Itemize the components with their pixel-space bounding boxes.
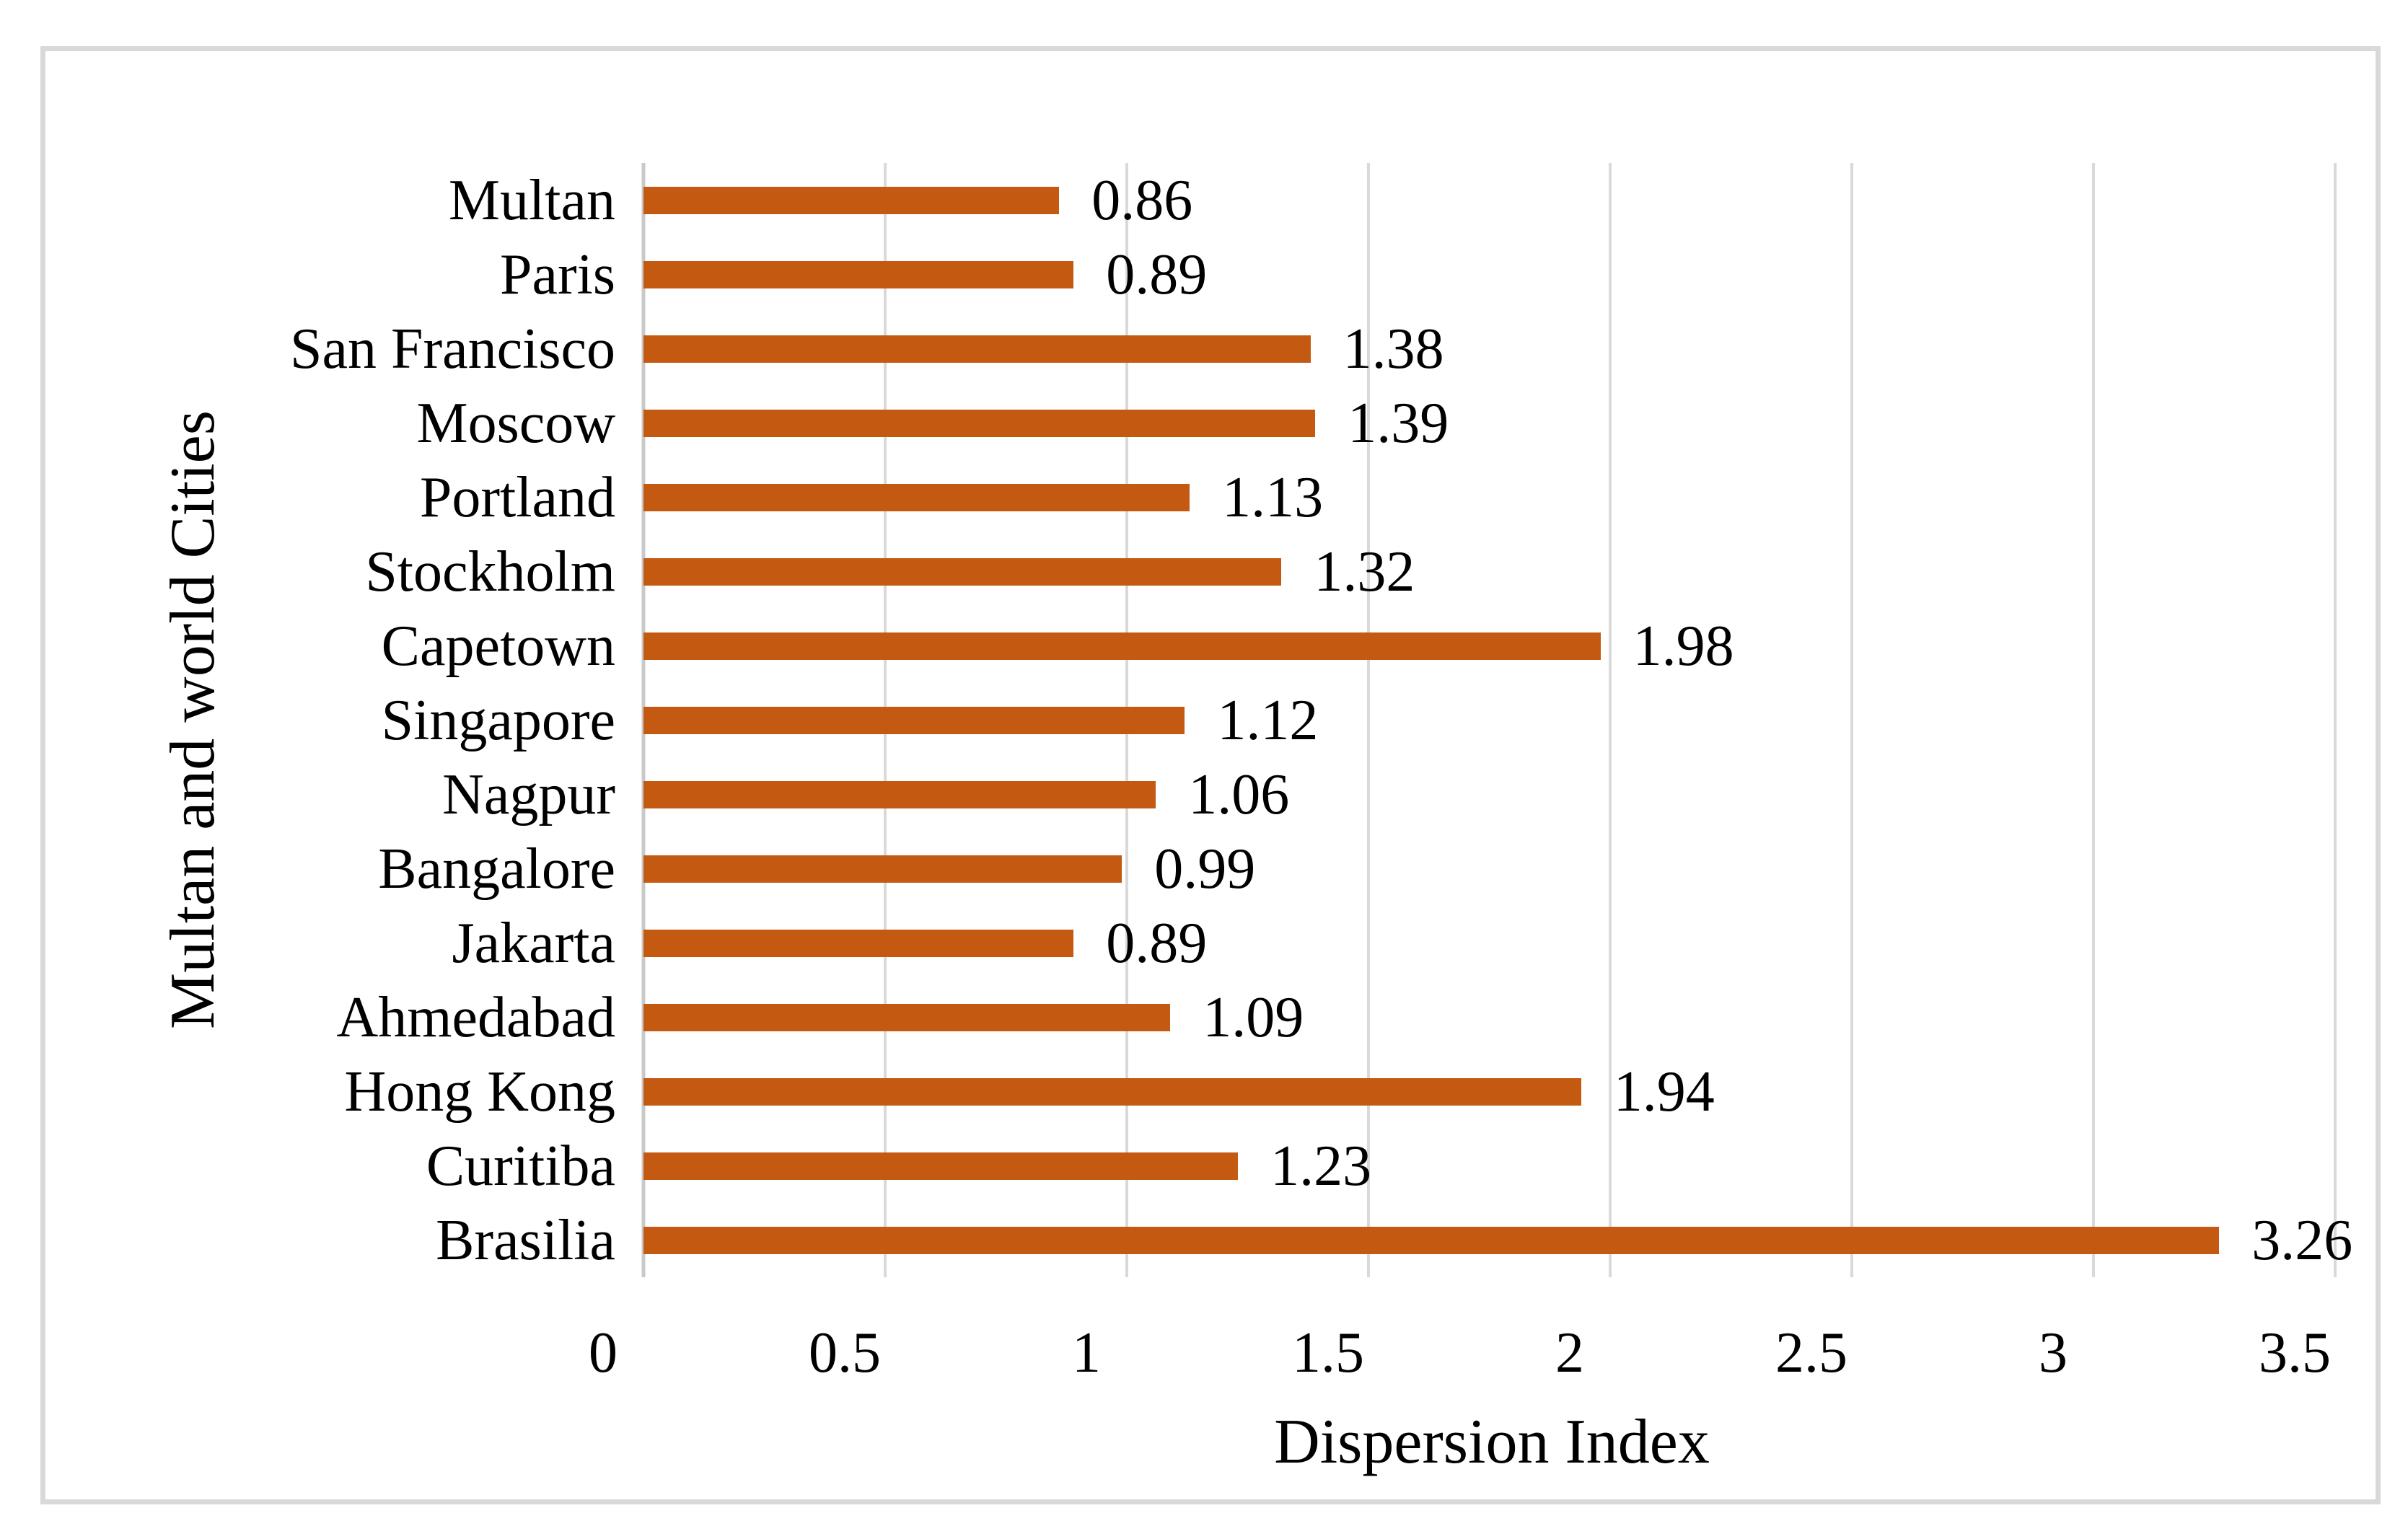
category-label: Brasilia <box>436 1208 615 1272</box>
category-label: Nagpur <box>442 762 615 826</box>
x-tick-label: 1 <box>1072 1321 1101 1385</box>
bar <box>643 260 1074 288</box>
category-label: Singapore <box>381 688 615 752</box>
gridline <box>1367 163 1370 1277</box>
chart-frame: Multan and world Cities Multan Paris San F… <box>40 46 2381 1504</box>
bar-value-label: 1.32 <box>1314 539 1415 604</box>
category-label: Moscow <box>416 391 615 455</box>
category-label: Bangalore <box>378 837 615 901</box>
bar <box>643 186 1060 214</box>
category-label: Curitiba <box>426 1134 615 1198</box>
bar-value-label: 1.13 <box>1222 465 1324 529</box>
category-label: Hong Kong <box>344 1059 615 1124</box>
bar <box>643 1226 2220 1254</box>
bar-value-label: 0.89 <box>1106 242 1208 307</box>
bar-value-label: 1.12 <box>1217 688 1319 752</box>
gridline <box>1850 163 1853 1277</box>
bar <box>643 557 1282 586</box>
x-tick-label: 3 <box>2039 1321 2068 1385</box>
x-tick-label: 1.5 <box>1292 1321 1364 1385</box>
bar-value-label: 0.99 <box>1154 837 1256 901</box>
bar-value-label: 1.09 <box>1203 985 1304 1049</box>
x-tick-label: 2 <box>1555 1321 1584 1385</box>
bar-value-label: 1.06 <box>1188 762 1290 826</box>
bar <box>643 1003 1171 1031</box>
bar-value-label: 1.98 <box>1633 614 1734 678</box>
bar-value-label: 1.94 <box>1613 1059 1715 1124</box>
plot-area: 0.86 0.89 1.38 1.39 1.13 1.32 1.98 1.12 1.06 0.99… <box>641 163 2352 1277</box>
category-label: Capetown <box>381 614 615 678</box>
bar <box>643 929 1074 957</box>
bar-value-label: 0.89 <box>1106 911 1208 975</box>
bar <box>643 409 1316 437</box>
gridline <box>2334 163 2337 1277</box>
bar <box>643 632 1601 660</box>
category-label: Ahmedabad <box>336 985 615 1049</box>
bar <box>643 855 1122 883</box>
x-axis-title: Dispersion Index <box>1274 1407 1710 1477</box>
category-axis-labels: Multan Paris San Francisco Moscow Portland St… <box>45 163 615 1277</box>
category-label: Multan <box>448 168 615 232</box>
bar-value-label: 3.26 <box>2251 1208 2353 1272</box>
category-label: Stockholm <box>365 539 615 604</box>
category-label: Paris <box>500 242 615 307</box>
category-label: Jakarta <box>452 911 615 975</box>
bar <box>643 706 1185 734</box>
bar-value-label: 1.23 <box>1270 1134 1372 1198</box>
bar <box>643 1077 1581 1106</box>
bar-value-label: 0.86 <box>1091 168 1193 232</box>
gridline <box>2092 163 2095 1277</box>
bar <box>643 483 1190 511</box>
bar <box>643 335 1311 363</box>
x-tick-label: 0.5 <box>809 1321 881 1385</box>
bar <box>643 1152 1239 1180</box>
x-tick-label: 0 <box>589 1321 618 1385</box>
category-label: San Francisco <box>289 317 615 381</box>
gridline <box>1609 163 1612 1277</box>
bar <box>643 780 1156 808</box>
x-tick-label: 3.5 <box>2259 1321 2331 1385</box>
bar-value-label: 1.39 <box>1348 391 1449 455</box>
category-label: Portland <box>419 465 615 529</box>
x-tick-label: 2.5 <box>1775 1321 1847 1385</box>
bar-value-label: 1.38 <box>1343 317 1444 381</box>
